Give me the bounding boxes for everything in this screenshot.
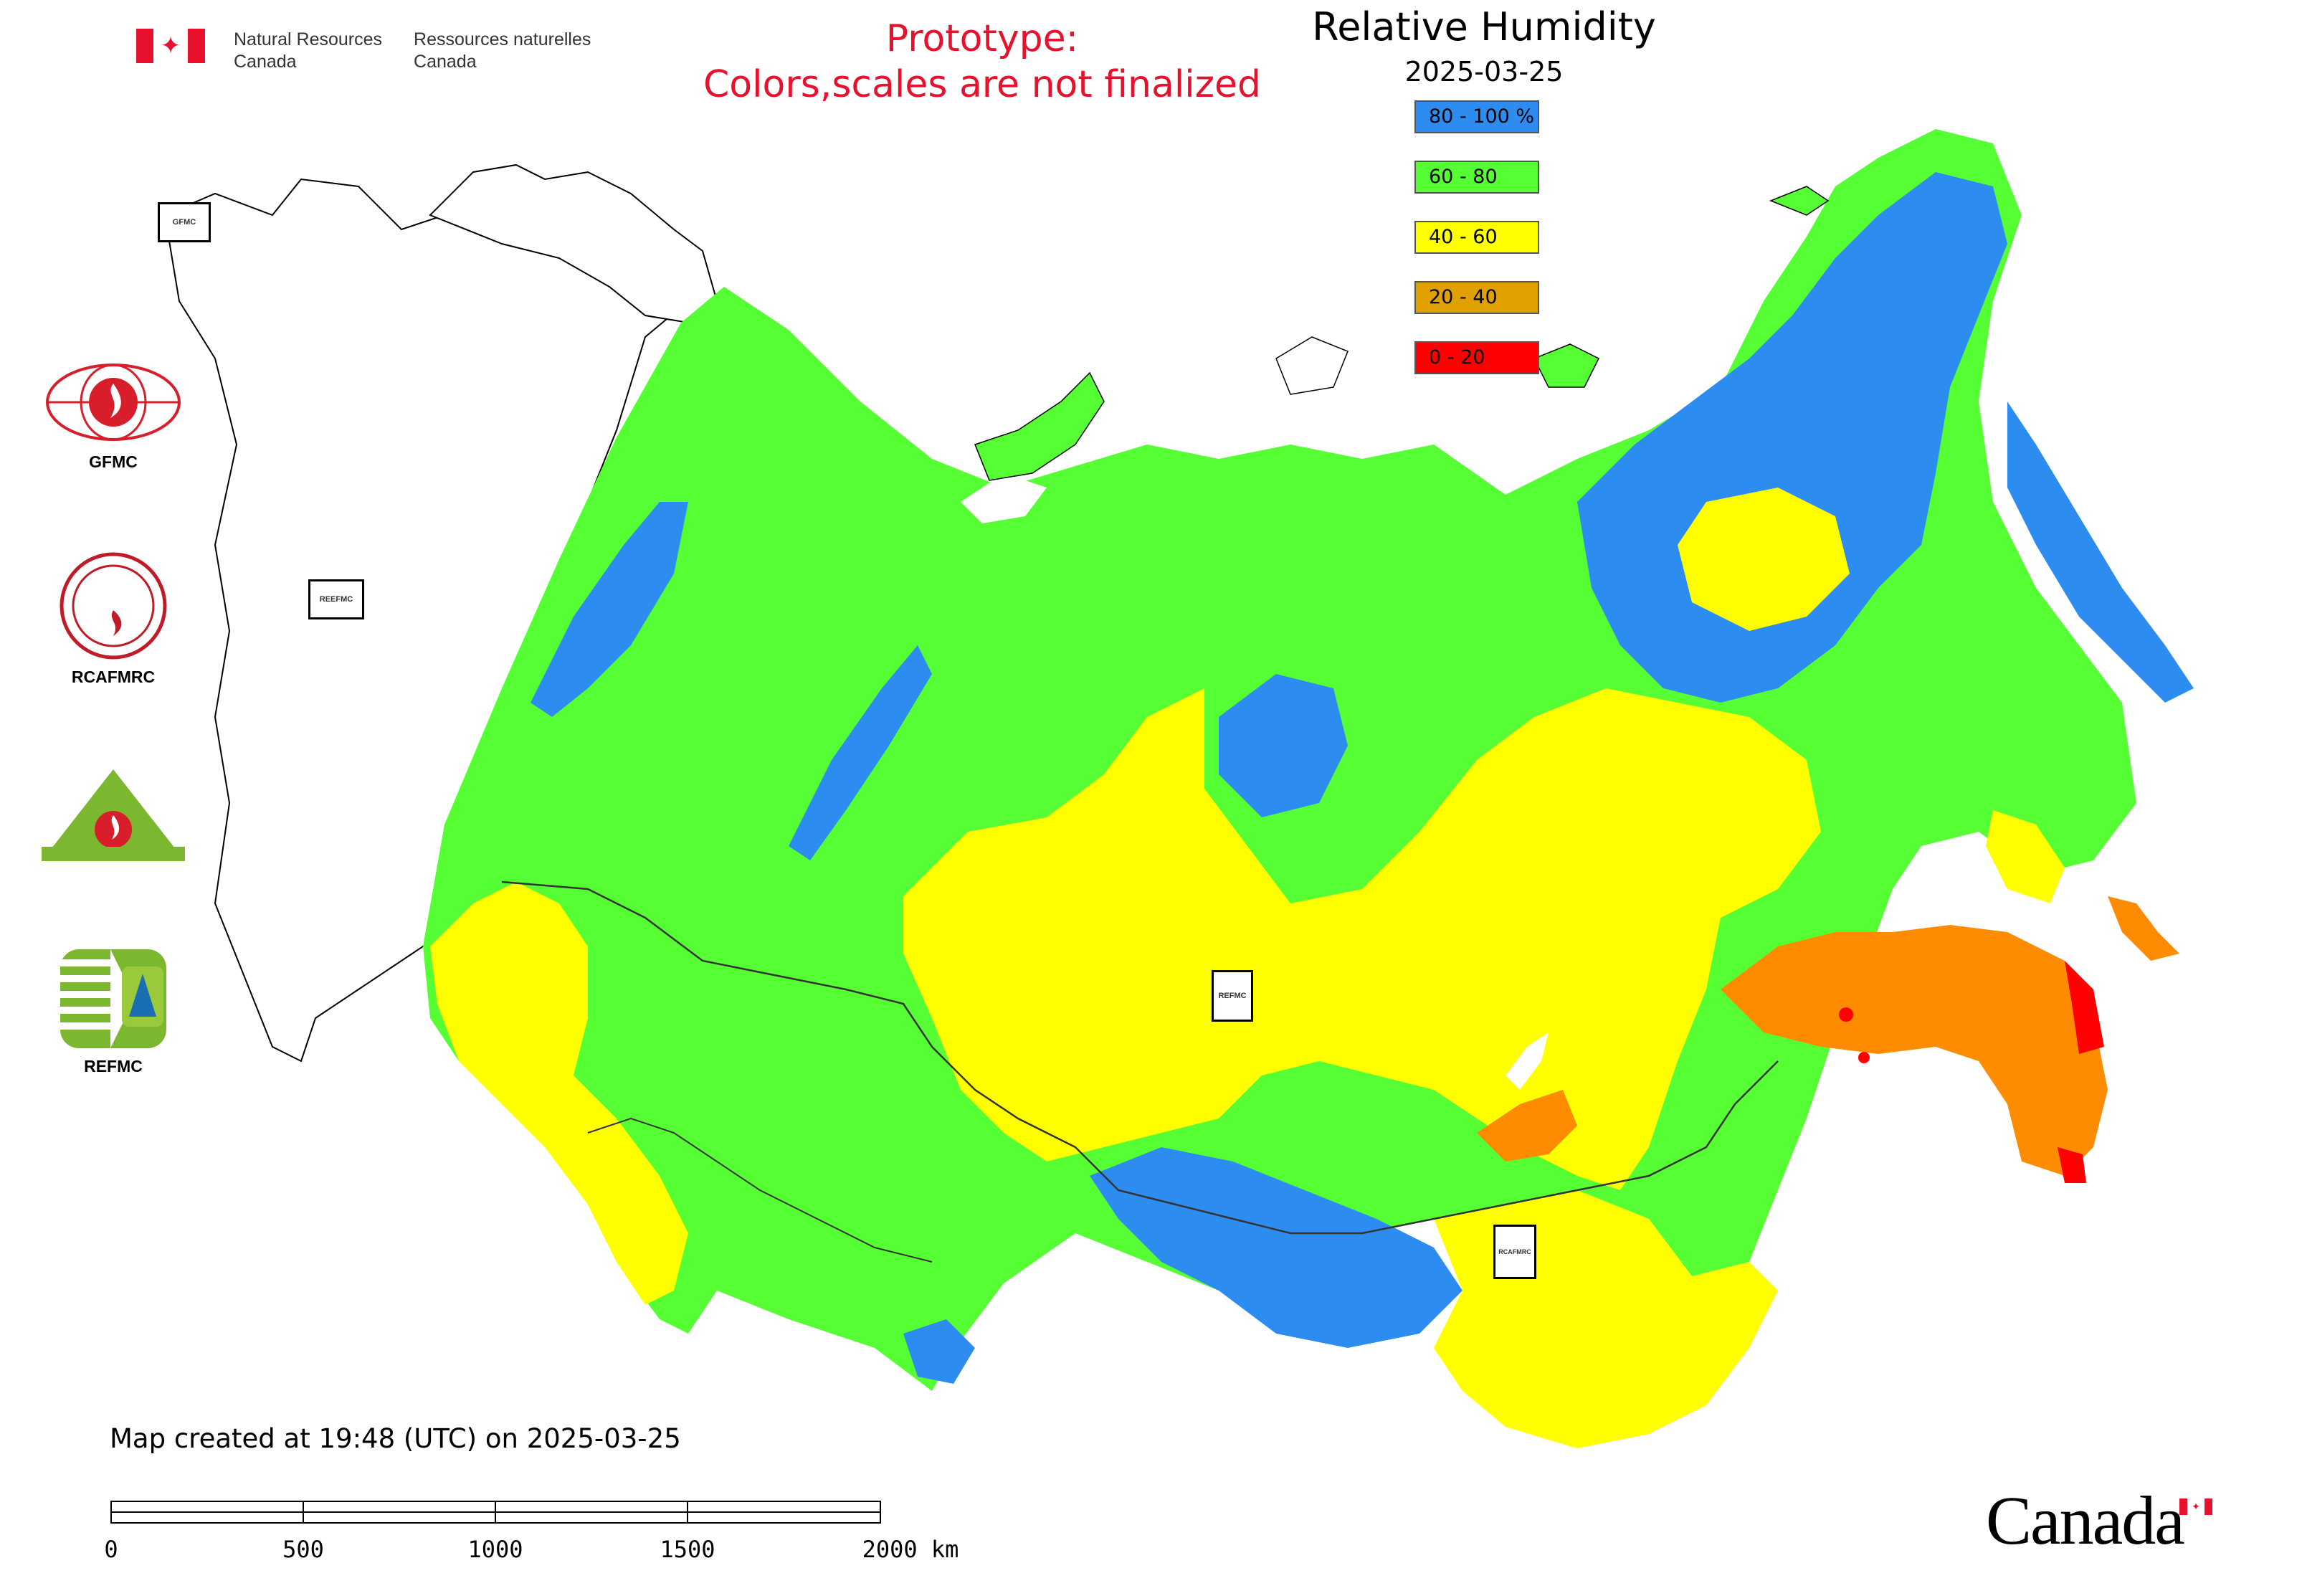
region-40-60-kazakh [430, 882, 688, 1305]
gfmc-label: GFMC [89, 452, 138, 471]
region-40-60-sakhalin [1986, 810, 2065, 903]
map-marker-refmc: REFMC [1212, 970, 1253, 1022]
rcafmrc-label: RCAFMRC [71, 668, 156, 686]
scale-label-500: 500 [282, 1536, 324, 1563]
legend-item: 0 - 20 [1414, 341, 1539, 374]
canada-wordmark: Canada [1986, 1482, 2185, 1559]
region-0-20-spot [1839, 1007, 1853, 1022]
scale-label-2000: 2000 km [862, 1536, 959, 1563]
refmc-emblem-icon [60, 949, 166, 1048]
legend-item: 40 - 60 [1414, 221, 1539, 254]
region-0-20-spot [1858, 1052, 1870, 1063]
legend-item: 20 - 40 [1414, 281, 1539, 314]
gfmc-logo: GFMC [42, 362, 185, 472]
region-80-100-ural [789, 645, 932, 860]
region-80-100-west [531, 502, 688, 717]
rcafmrc-logo: RCAFMRC [56, 548, 171, 687]
region-20-40-coast [2108, 896, 2179, 961]
reefmc-logo [37, 764, 189, 868]
refmc-logo: REFMC [56, 945, 171, 1076]
map-marker-rcafmrc: RCAFMRC [1493, 1225, 1536, 1279]
country-border-south [587, 1117, 933, 1263]
region-80-100-south [903, 1319, 975, 1384]
region-80-100-kamchatka [2007, 402, 2194, 703]
legend: 80 - 100 % 60 - 80 40 - 60 20 - 40 0 - 20 [1414, 100, 1539, 402]
scale-label-1000: 1000 [467, 1536, 523, 1563]
region-40-60-east [1678, 488, 1850, 631]
agency-name-en: Natural Resources Canada [234, 29, 383, 72]
map-created-timestamp: Map created at 19:48 (UTC) on 2025-03-25 [110, 1423, 681, 1454]
legend-item: 60 - 80 [1414, 161, 1539, 194]
region-0-20-south [2058, 1147, 2086, 1183]
prototype-notice: Prototype: Colors,scales are not finaliz… [703, 17, 1262, 106]
region-80-100-sayan [1090, 1147, 1462, 1348]
region-80-100-central [1219, 674, 1348, 817]
scale-label-0: 0 [104, 1536, 118, 1563]
map-marker-gfmc: GFMC [158, 202, 211, 242]
legend-title: Relative Humidity [1312, 4, 1656, 49]
scale-bar [110, 1501, 881, 1524]
legend-date: 2025-03-25 [1404, 56, 1564, 87]
region-20-40-amur [1721, 925, 2108, 1176]
canada-flag-icon: ✦ [136, 29, 205, 63]
severnaya-zemlya-outline [1275, 336, 1349, 395]
rcafmrc-emblem-icon [60, 552, 167, 660]
region-40-60-siberia [903, 688, 1821, 1190]
new-siberian-islands-outline [1533, 343, 1600, 388]
arctic-white-patch [961, 473, 1047, 523]
agency-name-fr: Ressources naturelles Canada [414, 29, 591, 72]
novaya-zemlya-outline [974, 371, 1105, 481]
scale-label-1500: 1500 [660, 1536, 715, 1563]
lake-baikal [1506, 1032, 1549, 1090]
reefmc-emblem-icon [42, 769, 185, 861]
wrangel-island-outline [1769, 186, 1830, 216]
scandinavia-outline [429, 163, 718, 324]
country-border [501, 880, 1779, 1235]
legend-item: 80 - 100 % [1414, 100, 1539, 133]
region-0-20-coast [2065, 961, 2104, 1054]
canada-wordmark-flag-icon: ✦ [2179, 1498, 2212, 1515]
refmc-label: REFMC [84, 1057, 143, 1075]
nrcan-header-logo: ✦ Natural Resources Canada Ressources na… [136, 29, 622, 73]
gfmc-emblem-icon [46, 364, 181, 441]
region-20-40-baikal [1477, 1090, 1577, 1162]
map-marker-reefmc: REEFMC [308, 579, 364, 619]
